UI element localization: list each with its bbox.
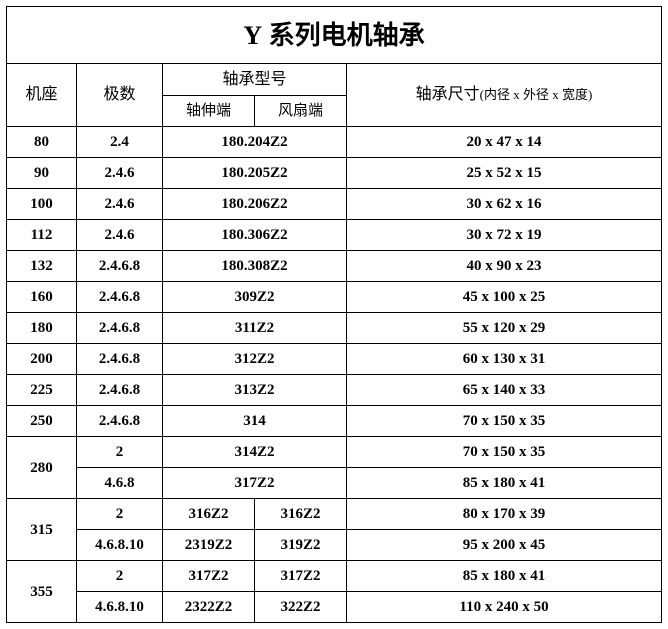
table-row: 1322.4.6.8180.308Z240 x 90 x 23 xyxy=(7,251,662,282)
cell-dims: 60 x 130 x 31 xyxy=(347,344,662,375)
cell-bearing-model: 314 xyxy=(163,406,347,437)
cell-poles: 4.6.8.10 xyxy=(77,592,163,623)
cell-bearing-model: 312Z2 xyxy=(163,344,347,375)
cell-poles: 2.4.6 xyxy=(77,189,163,220)
cell-bearing-model: 180.206Z2 xyxy=(163,189,347,220)
bearing-table: Y 系列电机轴承 机座 极数 轴承型号 轴承尺寸(内径 x 外径 x 宽度) 轴… xyxy=(6,6,662,623)
cell-dims: 85 x 180 x 41 xyxy=(347,561,662,592)
cell-frame: 112 xyxy=(7,220,77,251)
cell-dims: 80 x 170 x 39 xyxy=(347,499,662,530)
table-row: 1802.4.6.8311Z255 x 120 x 29 xyxy=(7,313,662,344)
table-row: 2002.4.6.8312Z260 x 130 x 31 xyxy=(7,344,662,375)
table-row: 4.6.8.102319Z2319Z295 x 200 x 45 xyxy=(7,530,662,561)
cell-dims: 30 x 72 x 19 xyxy=(347,220,662,251)
cell-poles: 2.4.6.8 xyxy=(77,375,163,406)
cell-poles: 2.4.6 xyxy=(77,158,163,189)
cell-poles: 4.6.8 xyxy=(77,468,163,499)
table-title: Y 系列电机轴承 xyxy=(7,7,662,64)
cell-fan-end: 322Z2 xyxy=(255,592,347,623)
cell-poles: 2 xyxy=(77,561,163,592)
cell-frame: 90 xyxy=(7,158,77,189)
cell-bearing-model: 180.204Z2 xyxy=(163,127,347,158)
cell-poles: 2.4.6.8 xyxy=(77,344,163,375)
cell-frame: 280 xyxy=(7,437,77,499)
hdr-poles: 极数 xyxy=(77,63,163,127)
cell-poles: 2.4.6.8 xyxy=(77,251,163,282)
cell-frame: 315 xyxy=(7,499,77,561)
table-row: 902.4.6180.205Z225 x 52 x 15 xyxy=(7,158,662,189)
cell-frame: 132 xyxy=(7,251,77,282)
cell-poles: 2.4.6.8 xyxy=(77,313,163,344)
hdr-frame: 机座 xyxy=(7,63,77,127)
hdr-shaft-end: 轴伸端 xyxy=(163,96,255,127)
cell-dims: 20 x 47 x 14 xyxy=(347,127,662,158)
cell-bearing-model: 309Z2 xyxy=(163,282,347,313)
table-row: 2802314Z270 x 150 x 35 xyxy=(7,437,662,468)
table-row: 1122.4.6180.306Z230 x 72 x 19 xyxy=(7,220,662,251)
table-row: 4.6.8317Z285 x 180 x 41 xyxy=(7,468,662,499)
cell-fan-end: 317Z2 xyxy=(255,561,347,592)
cell-poles: 4.6.8.10 xyxy=(77,530,163,561)
title-rest: 系列电机轴承 xyxy=(262,21,425,50)
cell-dims: 45 x 100 x 25 xyxy=(347,282,662,313)
cell-shaft-end: 2319Z2 xyxy=(163,530,255,561)
table-row: 3152316Z2316Z280 x 170 x 39 xyxy=(7,499,662,530)
cell-dims: 65 x 140 x 33 xyxy=(347,375,662,406)
table-row: 802.4180.204Z220 x 47 x 14 xyxy=(7,127,662,158)
hdr-bearing-model: 轴承型号 xyxy=(163,63,347,96)
cell-bearing-model: 180.308Z2 xyxy=(163,251,347,282)
cell-poles: 2.4 xyxy=(77,127,163,158)
hdr-dims: 轴承尺寸(内径 x 外径 x 宽度) xyxy=(347,63,662,127)
cell-dims: 55 x 120 x 29 xyxy=(347,313,662,344)
cell-dims: 70 x 150 x 35 xyxy=(347,406,662,437)
table-row: 4.6.8.102322Z2322Z2110 x 240 x 50 xyxy=(7,592,662,623)
cell-poles: 2.4.6 xyxy=(77,220,163,251)
table-row: 2502.4.6.831470 x 150 x 35 xyxy=(7,406,662,437)
cell-bearing-model: 180.205Z2 xyxy=(163,158,347,189)
cell-dims: 25 x 52 x 15 xyxy=(347,158,662,189)
cell-poles: 2 xyxy=(77,499,163,530)
cell-dims: 70 x 150 x 35 xyxy=(347,437,662,468)
cell-bearing-model: 317Z2 xyxy=(163,468,347,499)
cell-poles: 2 xyxy=(77,437,163,468)
cell-dims: 85 x 180 x 41 xyxy=(347,468,662,499)
cell-bearing-model: 314Z2 xyxy=(163,437,347,468)
cell-dims: 40 x 90 x 23 xyxy=(347,251,662,282)
cell-fan-end: 319Z2 xyxy=(255,530,347,561)
cell-frame: 160 xyxy=(7,282,77,313)
cell-frame: 80 xyxy=(7,127,77,158)
hdr-dims-main: 轴承尺寸 xyxy=(416,86,480,103)
hdr-dims-sub: (内径 x 外径 x 宽度) xyxy=(480,87,593,102)
cell-poles: 2.4.6.8 xyxy=(77,282,163,313)
cell-frame: 225 xyxy=(7,375,77,406)
cell-bearing-model: 180.306Z2 xyxy=(163,220,347,251)
cell-frame: 250 xyxy=(7,406,77,437)
cell-dims: 110 x 240 x 50 xyxy=(347,592,662,623)
cell-dims: 30 x 62 x 16 xyxy=(347,189,662,220)
cell-dims: 95 x 200 x 45 xyxy=(347,530,662,561)
table-row: 2252.4.6.8313Z265 x 140 x 33 xyxy=(7,375,662,406)
hdr-fan-end: 风扇端 xyxy=(255,96,347,127)
cell-fan-end: 316Z2 xyxy=(255,499,347,530)
cell-shaft-end: 316Z2 xyxy=(163,499,255,530)
table-row: 1602.4.6.8309Z245 x 100 x 25 xyxy=(7,282,662,313)
cell-poles: 2.4.6.8 xyxy=(77,406,163,437)
cell-frame: 180 xyxy=(7,313,77,344)
cell-shaft-end: 2322Z2 xyxy=(163,592,255,623)
table-row: 3552317Z2317Z285 x 180 x 41 xyxy=(7,561,662,592)
cell-frame: 355 xyxy=(7,561,77,623)
cell-bearing-model: 311Z2 xyxy=(163,313,347,344)
table-row: 1002.4.6180.206Z230 x 62 x 16 xyxy=(7,189,662,220)
title-prefix: Y xyxy=(243,21,262,50)
cell-frame: 100 xyxy=(7,189,77,220)
cell-shaft-end: 317Z2 xyxy=(163,561,255,592)
cell-frame: 200 xyxy=(7,344,77,375)
cell-bearing-model: 313Z2 xyxy=(163,375,347,406)
